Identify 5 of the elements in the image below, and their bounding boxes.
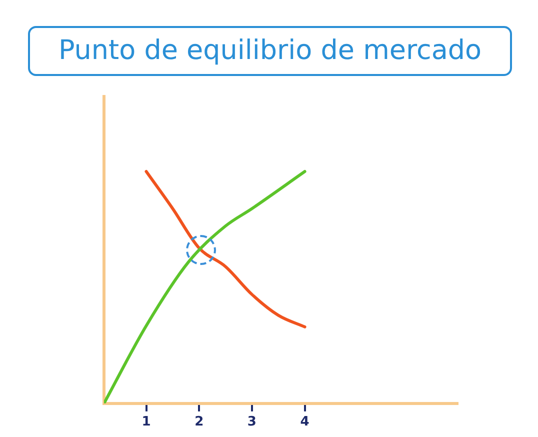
x-tick-label: 3 — [247, 414, 256, 430]
x-tick-label: 2 — [194, 414, 204, 430]
chart-title: Punto de equilibrio de mercado — [28, 26, 512, 76]
x-tick-label: 1 — [142, 414, 151, 430]
x-tick-label: 4 — [300, 414, 310, 430]
